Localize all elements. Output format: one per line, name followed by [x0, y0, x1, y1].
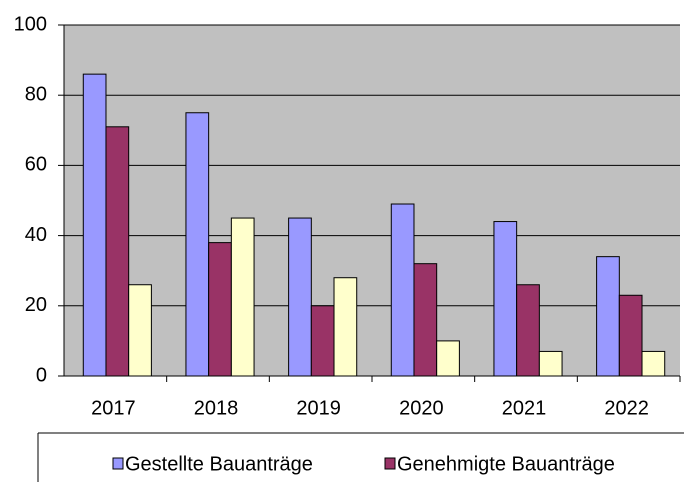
- bar: [333, 277, 358, 377]
- y-tick-label: 80: [25, 83, 47, 105]
- bar: [82, 73, 107, 377]
- legend-label: Genehmigte Bauanträge: [397, 453, 615, 475]
- x-tick-label: 2018: [194, 397, 239, 419]
- bar: [493, 221, 518, 377]
- y-tick-label: 100: [14, 13, 47, 35]
- y-tick-label: 40: [25, 224, 47, 246]
- bar: [538, 350, 563, 377]
- legend-swatch: [384, 457, 396, 470]
- x-tick-label: 2020: [399, 397, 444, 419]
- plot-area: [64, 25, 680, 376]
- bar: [128, 284, 152, 377]
- bar: [618, 294, 643, 377]
- bar: [641, 350, 666, 377]
- bar: [413, 263, 438, 377]
- bar: [288, 217, 312, 377]
- bar: [185, 112, 210, 377]
- x-tick-label: 2019: [296, 397, 341, 419]
- legend-label: Gestellte Bauanträge: [125, 453, 313, 475]
- x-tick-label: 2022: [604, 397, 649, 419]
- x-tick-label: 2017: [91, 397, 136, 419]
- bar: [105, 126, 130, 377]
- y-tick-label: 20: [25, 294, 47, 316]
- bar: [596, 256, 620, 377]
- bar: [390, 203, 415, 377]
- bar: [516, 284, 540, 377]
- bar: [208, 242, 232, 377]
- y-tick-label: 60: [25, 154, 47, 176]
- bar: [436, 340, 460, 377]
- legend-swatch: [112, 457, 124, 470]
- bar: [310, 305, 335, 377]
- bar: [230, 217, 255, 377]
- x-tick-label: 2021: [502, 397, 547, 419]
- y-tick-label: 0: [36, 364, 47, 386]
